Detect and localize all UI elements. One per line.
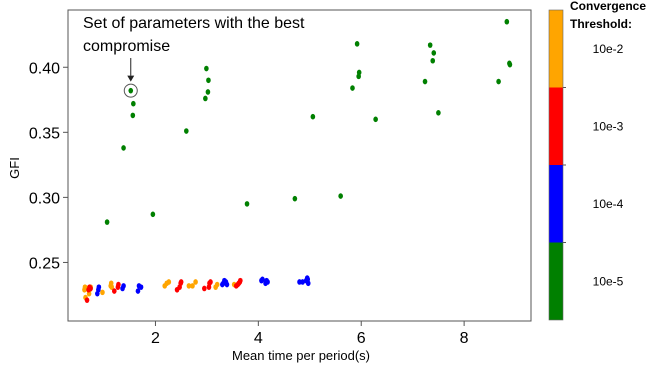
data-points bbox=[82, 18, 513, 303]
data-point bbox=[260, 276, 265, 283]
colorbar-level-label: 10e-5 bbox=[593, 274, 624, 288]
y-tick-label: 0.30 bbox=[29, 190, 60, 207]
annotation-arrow-head bbox=[127, 75, 135, 82]
data-point bbox=[88, 285, 93, 292]
colorbar-segment bbox=[549, 242, 563, 320]
data-point bbox=[238, 277, 243, 284]
data-point bbox=[84, 297, 90, 303]
data-point bbox=[202, 285, 207, 292]
data-point bbox=[496, 78, 501, 85]
colorbar-segment bbox=[549, 165, 563, 243]
data-point bbox=[121, 283, 126, 289]
y-tick-label: 0.40 bbox=[29, 60, 60, 77]
data-point bbox=[112, 288, 117, 294]
data-point bbox=[504, 18, 510, 25]
data-point bbox=[190, 283, 195, 289]
data-point bbox=[350, 85, 355, 91]
x-axis-label: Mean time per period(s) bbox=[232, 348, 370, 363]
highlight-circle bbox=[123, 83, 138, 98]
colorbar-level-label: 10e-3 bbox=[593, 119, 624, 133]
colorbar-segment bbox=[549, 87, 563, 165]
data-point bbox=[224, 281, 230, 288]
plot-frame bbox=[67, 9, 532, 322]
annotation-pointer bbox=[123, 58, 138, 98]
colorbar-outline bbox=[548, 9, 564, 321]
data-point bbox=[422, 78, 428, 85]
data-point bbox=[354, 41, 360, 47]
data-point bbox=[138, 284, 144, 290]
data-point bbox=[203, 95, 208, 102]
data-point bbox=[204, 65, 209, 72]
data-point bbox=[178, 279, 184, 285]
data-point bbox=[109, 284, 115, 290]
colorbar-title-line2: Threshold: bbox=[570, 17, 632, 31]
data-point bbox=[427, 42, 433, 48]
data-point bbox=[265, 279, 270, 285]
data-point bbox=[310, 113, 316, 120]
data-point bbox=[300, 279, 305, 285]
data-point bbox=[193, 279, 198, 285]
data-point bbox=[356, 69, 362, 76]
data-point bbox=[131, 100, 136, 107]
data-point bbox=[96, 284, 102, 290]
y-tick-label: 0.35 bbox=[29, 125, 60, 142]
data-point bbox=[130, 112, 136, 119]
annotation-text-line2: compromise bbox=[83, 38, 170, 55]
data-point bbox=[436, 109, 441, 116]
data-point bbox=[292, 195, 298, 202]
x-tick-label: 6 bbox=[357, 330, 366, 347]
data-point bbox=[100, 289, 105, 296]
data-point bbox=[135, 288, 141, 294]
y-axis-label: GFI bbox=[7, 157, 22, 179]
data-point bbox=[205, 89, 211, 95]
data-point bbox=[305, 280, 311, 287]
colorbar-level-label: 10e-4 bbox=[593, 197, 624, 211]
data-point bbox=[430, 57, 436, 64]
colorbar-level-label: 10e-2 bbox=[593, 42, 624, 56]
data-point bbox=[214, 281, 220, 288]
data-point bbox=[431, 50, 437, 56]
data-point bbox=[208, 279, 213, 285]
data-point bbox=[338, 193, 343, 199]
y-tick-label: 0.25 bbox=[29, 255, 60, 272]
data-point bbox=[186, 283, 192, 289]
y-axis: 0.25 0.30 0.35 0.40 bbox=[29, 60, 68, 272]
x-tick-label: 8 bbox=[460, 330, 469, 347]
colorbar-title-line1: Convergence bbox=[570, 0, 646, 13]
data-point bbox=[128, 87, 134, 94]
data-point bbox=[184, 128, 189, 134]
x-tick-label: 4 bbox=[254, 330, 263, 347]
colorbar: 10e-2 10e-3 10e-4 10e-5 bbox=[548, 9, 624, 321]
data-point bbox=[206, 77, 211, 84]
data-point bbox=[121, 145, 126, 151]
data-point bbox=[166, 279, 172, 285]
annotation-text-line1: Set of parameters with the best bbox=[83, 15, 305, 32]
data-point bbox=[104, 219, 110, 225]
data-point bbox=[116, 281, 121, 288]
data-point bbox=[150, 211, 156, 218]
x-tick-label: 2 bbox=[151, 330, 160, 347]
x-axis: 2 4 6 8 bbox=[151, 321, 469, 347]
colorbar-segment bbox=[549, 10, 563, 88]
data-point bbox=[373, 116, 378, 123]
data-point bbox=[244, 201, 250, 207]
data-point bbox=[507, 61, 513, 68]
